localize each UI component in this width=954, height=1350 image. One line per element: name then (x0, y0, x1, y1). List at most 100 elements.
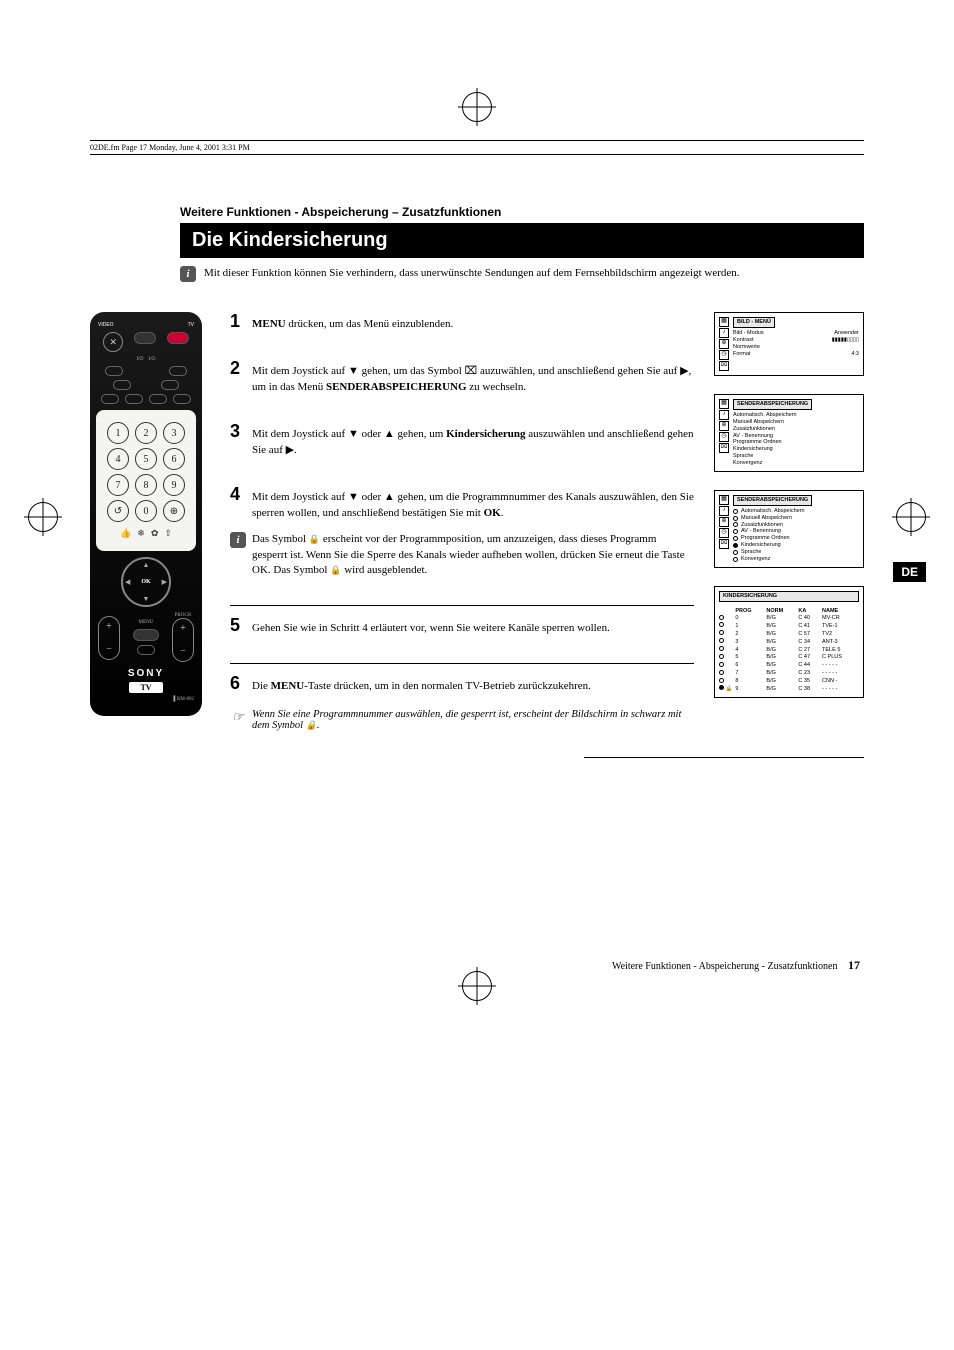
step-text: Mit dem Joystick auf ▼ oder ▲ gehen, um … (252, 490, 694, 522)
remote-label-video: VIDEO (98, 322, 114, 328)
osd3-item: Sprache (733, 549, 859, 556)
osd-icon-timer: ◷ (719, 528, 729, 538)
step-number: 1 (230, 312, 244, 330)
step-2: 2 Mit dem Joystick auf ▼ gehen, um das Sy… (230, 359, 694, 396)
step-number: 3 (230, 422, 244, 440)
osd3-title: SENDERABSPEICHERUNG (733, 495, 812, 506)
osd4-col: NORM (766, 608, 798, 615)
de-tab: DE (893, 562, 926, 582)
osd-icon-channels: ⌧ (719, 539, 729, 549)
note-text: Wenn Sie eine Programmnummer auswählen, … (252, 709, 694, 731)
step-6: 6Die MENU-Taste drücken, um in den norma… (230, 663, 694, 731)
num-4: 4 (107, 448, 129, 470)
bullet-icon (719, 654, 724, 659)
remote-numpad: 123 456 789 ↺0⊕ 👍❄✿⇧ (96, 410, 196, 551)
osd4-row: 1B/GC 41TVE-1 (719, 622, 859, 630)
menu-label: MENU (139, 620, 154, 625)
info-icon: i (230, 532, 246, 548)
bullet-icon (719, 630, 724, 635)
step-text: Die MENU-Taste drücken, um in den normal… (252, 679, 591, 695)
osd-icon-sound: ♪ (719, 410, 729, 420)
osd4-row: 5B/GC 47C PLUS (719, 654, 859, 662)
osd3-item: Kindersicherung (733, 542, 859, 549)
power-button (167, 332, 189, 344)
intro-text: Mit dieser Funktion können Sie verhinder… (204, 266, 740, 281)
step-number: 5 (230, 616, 244, 634)
osd-icon-sound: ♪ (719, 328, 729, 338)
remote-label-tv: TV (188, 322, 194, 328)
footer-text: Weitere Funktionen - Abspeicherung - Zus… (612, 961, 838, 972)
bullet-icon (719, 662, 724, 667)
remote-illustration: VIDEOTV ✕ I/⏻ I/⏻ 123 456 789 ↺0⊕ 👍❄✿⇧ ▲… (90, 312, 210, 716)
osd-icon-setup: ⊕ (719, 421, 729, 431)
osd4-row: 🔒9B/GC 38- - - - - (719, 685, 859, 693)
bullet-icon (719, 638, 724, 643)
remote-btn (113, 380, 131, 390)
osd1-row: Kontrast▮▮▮▮▮▯▯▯▯ (733, 337, 859, 344)
osd4-row: 8B/GC 35CNN - (719, 678, 859, 686)
osd-sender-2: ▦ ♪ ⊕ ◷ ⌧ SENDERABSPEICHERUNG Automatisc… (714, 490, 864, 568)
step-text: Gehen Sie wie in Schritt 4 erläutert vor… (252, 621, 610, 637)
step-5: 5 Gehen Sie wie in Schritt 4 erläutert vo… (230, 605, 694, 637)
bullet-icon (733, 557, 738, 562)
num-6: 6 (163, 448, 185, 470)
step-text: MENU drücken, um das Menü einzublenden. (252, 317, 453, 333)
osd3-item: Manuell Abspeichern (733, 515, 859, 522)
osd-kindersicherung: KINDERSICHERUNG PROGNORMKANAME0B/GC 40MV… (714, 586, 864, 699)
prog-rocker: +− (172, 618, 194, 662)
osd-icon-timer: ◷ (719, 350, 729, 360)
osd-icon-picture: ▦ (719, 399, 729, 409)
bullet-icon (719, 615, 724, 620)
num-1: 1 (107, 422, 129, 444)
osd-column: DE ▦ ♪ ⊕ ◷ ⌧ BILD - MENÜ Bild - ModusAnw… (714, 312, 864, 698)
num-8: 8 (135, 474, 157, 496)
osd2-item: Programme Ordnen (733, 439, 859, 446)
bullet-icon (719, 670, 724, 675)
osd3-item: Automatisch. Abspeichern (733, 508, 859, 515)
step-number: 2 (230, 359, 244, 377)
bullet-icon (719, 685, 724, 690)
remote-model: ▌RM-892 (98, 697, 194, 702)
osd-icon-setup: ⊕ (719, 517, 729, 527)
footer-rule (584, 757, 864, 758)
osd3-item: AV - Benennung (733, 528, 859, 535)
bullet-icon (733, 509, 738, 514)
osd2-title: SENDERABSPEICHERUNG (733, 399, 812, 410)
remote-btn (173, 394, 191, 404)
num-0: 0 (135, 500, 157, 522)
num-9: 9 (163, 474, 185, 496)
remote-btn (149, 394, 167, 404)
info-icon: i (180, 266, 196, 282)
osd4-col: NAME (822, 608, 859, 615)
bullet-icon (719, 646, 724, 651)
osd1-row: Bild - ModusAnwender (733, 330, 859, 337)
osd4-row: 4B/GC 27TELE 5 (719, 646, 859, 654)
osd2-item: Kindersicherung (733, 446, 859, 453)
remote-btn (161, 380, 179, 390)
osd4-col: PROG (735, 608, 766, 615)
info-text: Das Symbol erscheint vor der Programmpos… (252, 532, 694, 580)
tv-badge: TV (129, 682, 163, 693)
osd-icon-channels: ⌧ (719, 361, 729, 371)
step-4: 4Mit dem Joystick auf ▼ oder ▲ gehen, um… (230, 485, 694, 580)
osd-icon-setup: ⊕ (719, 339, 729, 349)
volume-rocker: +− (98, 616, 120, 660)
osd4-row: 2B/GC 57TV2 (719, 630, 859, 638)
osd3-item: Zusatzfunktionen (733, 522, 859, 529)
remote-btn (101, 394, 119, 404)
osd2-item: Manuell Abspeichern (733, 419, 859, 426)
num-3: 3 (163, 422, 185, 444)
osd-bild-menu: ▦ ♪ ⊕ ◷ ⌧ BILD - MENÜ Bild - ModusAnwend… (714, 312, 864, 376)
bullet-icon (719, 622, 724, 627)
osd2-item: Zusatzfunktionen (733, 426, 859, 433)
page-number: 17 (848, 958, 860, 972)
osd2-item: AV - Benennung (733, 433, 859, 440)
section-label: Weitere Funktionen - Abspeicherung – Zus… (180, 205, 864, 219)
step-text: Mit dem Joystick auf ▼ gehen, um das Sym… (252, 364, 694, 396)
osd3-item: Konvergenz (733, 556, 859, 563)
osd1-row: Normwerte (733, 344, 859, 351)
step-info: i Das Symbol erscheint vor der Programmpo… (230, 532, 694, 580)
osd1-row: Format4:3 (733, 351, 859, 358)
osd-icon-channels: ⌧ (719, 443, 729, 453)
intro-row: i Mit dieser Funktion können Sie verhind… (180, 266, 864, 282)
